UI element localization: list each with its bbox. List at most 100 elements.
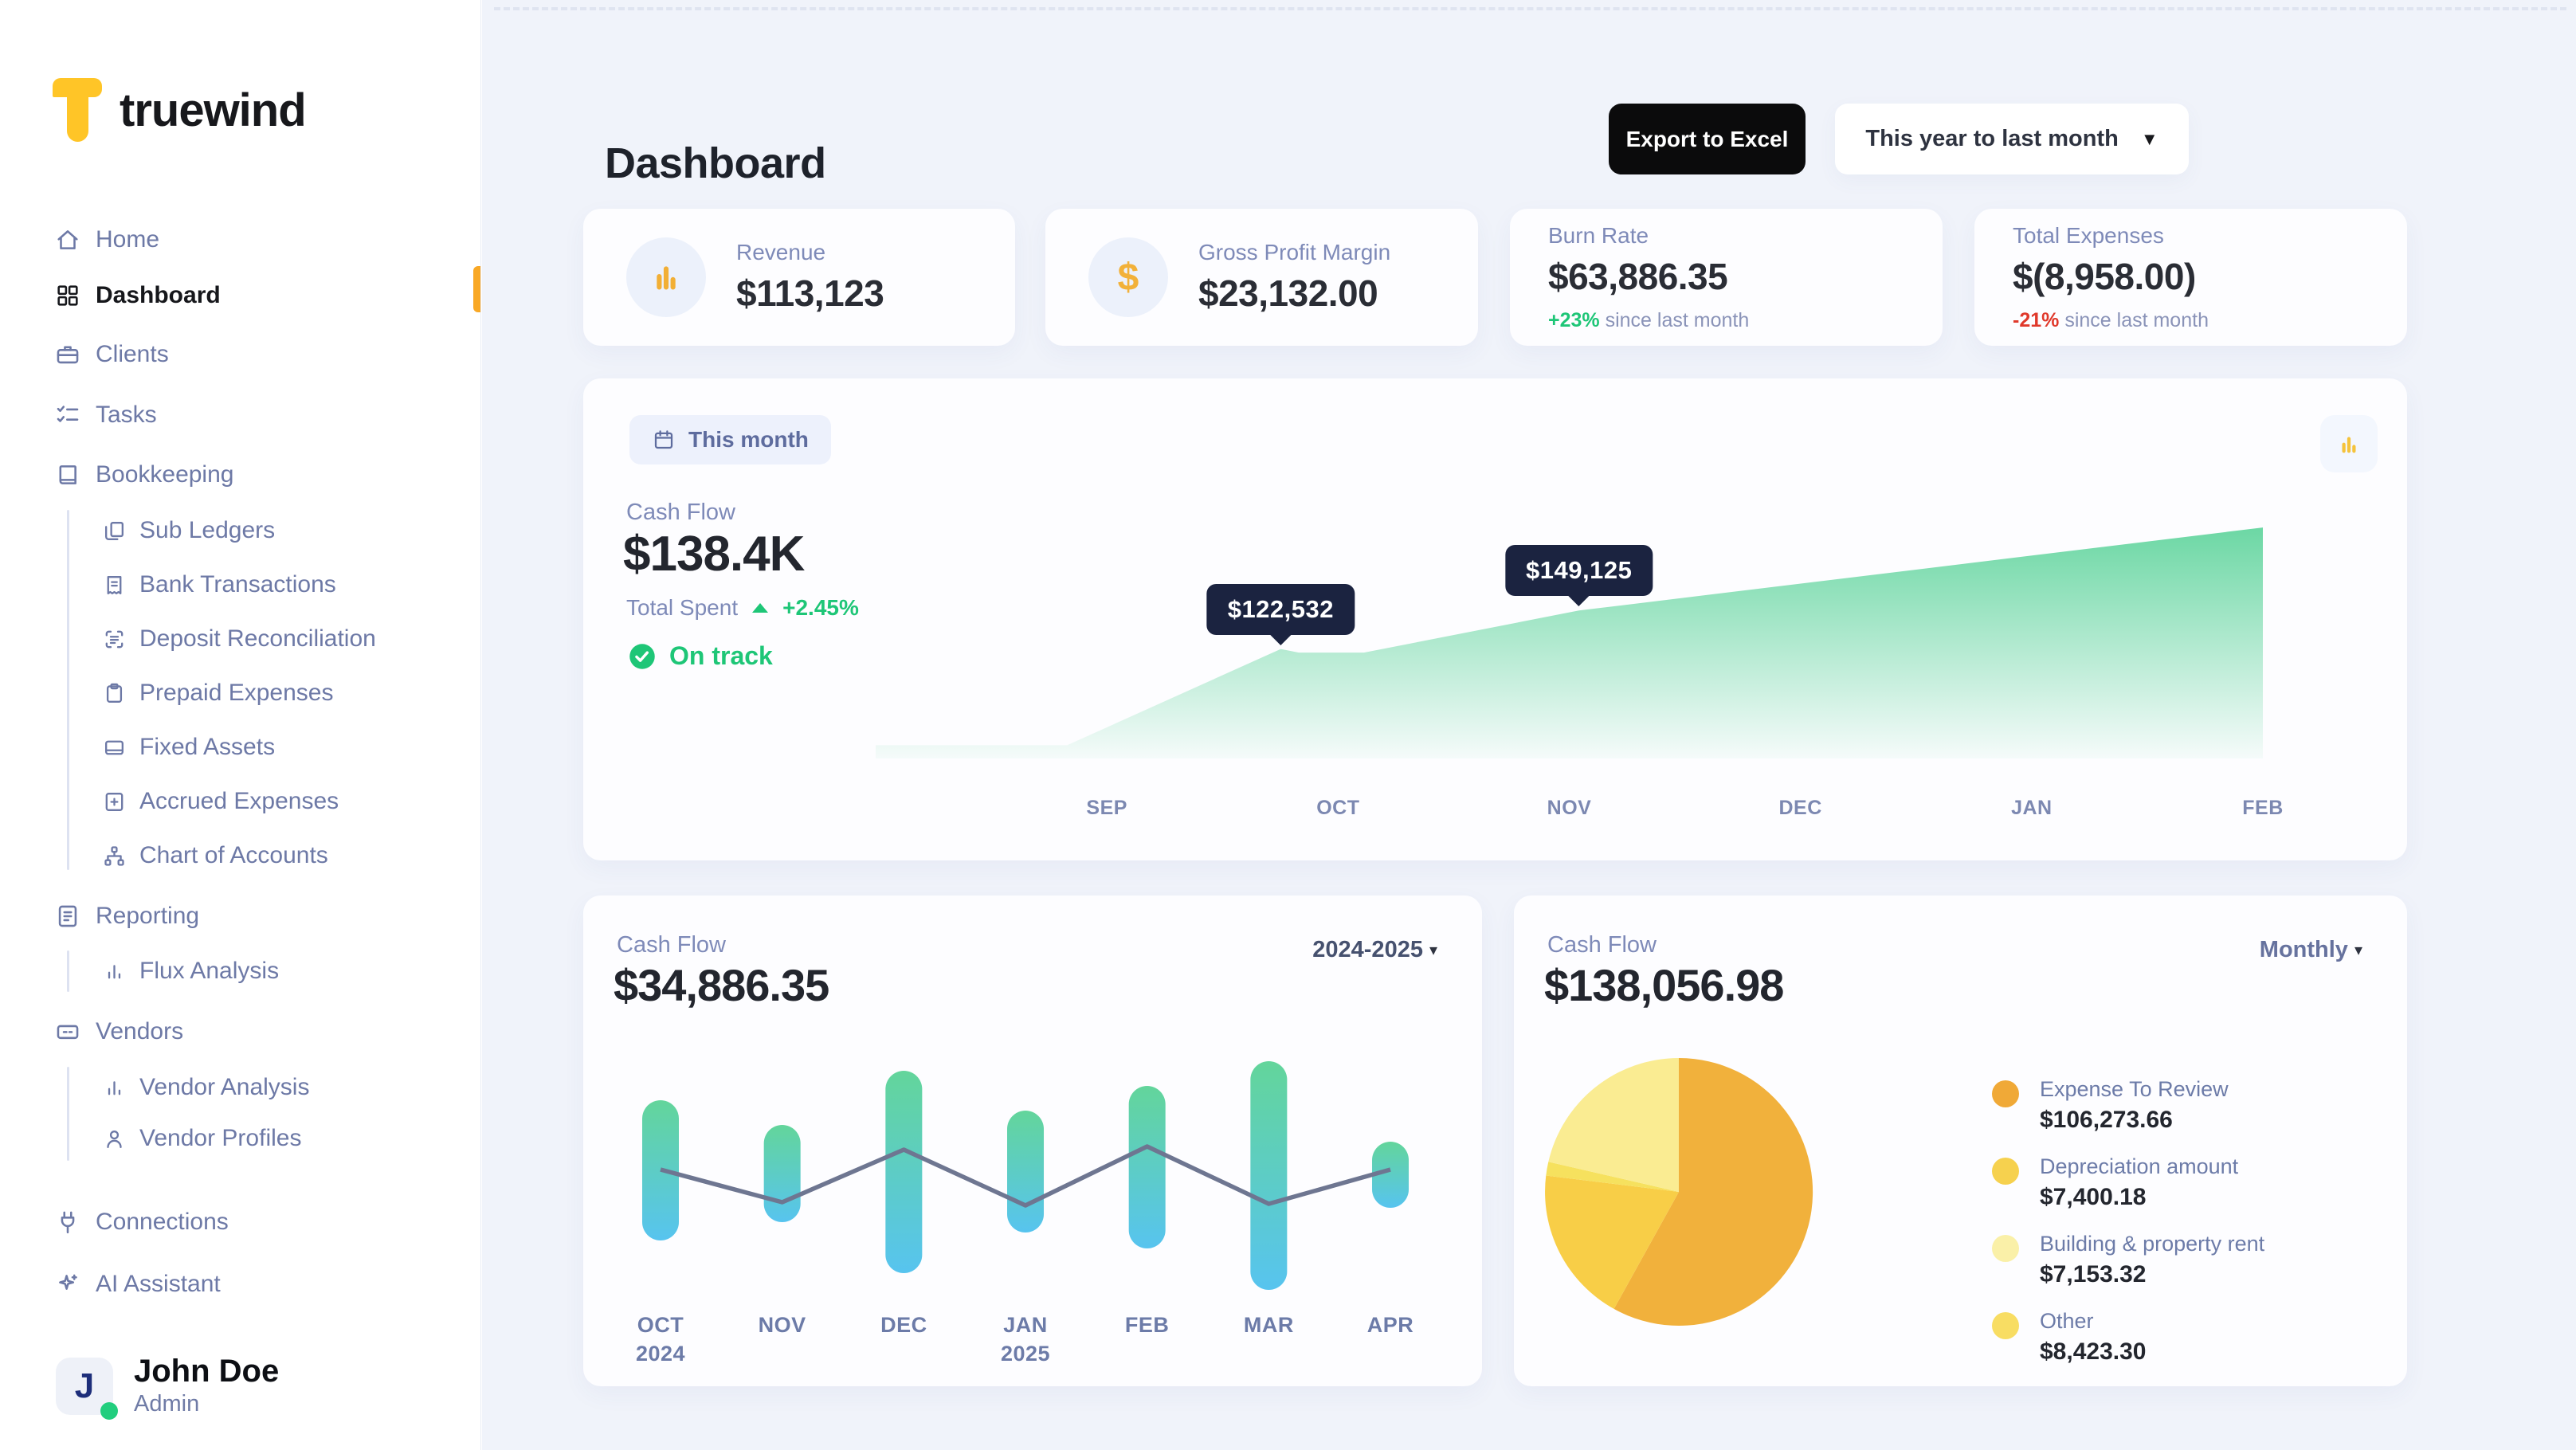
sidebar-item-prepaid-expenses[interactable]: Prepaid Expenses: [0, 674, 480, 712]
user-profile[interactable]: J John Doe Admin: [56, 1354, 279, 1420]
brand-logo[interactable]: truewind: [53, 76, 307, 143]
chart-of-accounts-icon: [102, 844, 127, 868]
sidebar-item-label: Clients: [96, 341, 169, 367]
cash-flow-value: $138.4K: [623, 527, 805, 582]
pie-chart[interactable]: [1543, 1056, 1814, 1327]
sidebar-item-vendor-analysis[interactable]: Vendor Analysis: [0, 1068, 480, 1107]
nav-group-line-vendors: [67, 1067, 69, 1161]
cash-flow-label: Cash Flow: [626, 500, 735, 525]
chevron-down-icon: ▼: [2140, 128, 2158, 149]
interval-dropdown[interactable]: Monthly ▾: [2260, 937, 2362, 963]
sidebar-item-label: Bank Transactions: [139, 571, 336, 598]
x-axis-label-sep: SEP: [1086, 797, 1127, 819]
stat-card-total-expenses[interactable]: Total Expenses $(8,958.00) -21% since la…: [1974, 209, 2407, 346]
legend-value: $7,153.32: [2040, 1261, 2147, 1287]
stat-value: $113,123: [736, 272, 884, 314]
sidebar-item-reporting[interactable]: Reporting: [0, 897, 480, 935]
pie-slice-expense-to-review[interactable]: [1613, 1058, 1813, 1326]
year-range-dropdown[interactable]: 2024-2025 ▾: [1312, 937, 1437, 963]
page-title: Dashboard: [605, 139, 826, 188]
legend-dot: [1992, 1312, 2019, 1339]
x-axis-label-nov: NOV: [1547, 797, 1592, 819]
stat-card-revenue[interactable]: Revenue $113,123: [583, 209, 1015, 346]
bar-feb[interactable]: [1128, 1086, 1166, 1248]
legend-dot: [1992, 1158, 2019, 1185]
bookkeeping-icon: [54, 461, 81, 488]
sidebar-item-accrued-expenses[interactable]: Accrued Expenses: [0, 782, 480, 821]
home-icon: [54, 226, 81, 253]
sidebar-item-label: Vendors: [96, 1018, 184, 1044]
date-range-value: This year to last month: [1865, 126, 2119, 151]
x-axis-label-feb: FEB: [2242, 797, 2284, 819]
truewind-logo-icon: [53, 76, 104, 143]
triangle-up-icon: [752, 603, 769, 613]
pie-slice-building-property-rent[interactable]: [1548, 1058, 1679, 1192]
chart-type-button[interactable]: [2320, 415, 2378, 472]
sidebar-item-connections[interactable]: Connections: [0, 1203, 480, 1241]
sidebar: truewind Home Dashboard Clients Tasks Bookke…: [0, 0, 481, 1450]
sidebar-item-ai-assistant[interactable]: AI Assistant: [0, 1265, 480, 1303]
sidebar-item-clients[interactable]: Clients: [0, 335, 480, 374]
top-dashed-border: [494, 7, 2566, 10]
sidebar-item-bookkeeping[interactable]: Bookkeeping: [0, 456, 480, 494]
legend-label: Other: [2040, 1309, 2094, 1333]
sidebar-item-fixed-assets[interactable]: Fixed Assets: [0, 728, 480, 766]
sidebar-item-tasks[interactable]: Tasks: [0, 396, 480, 434]
sidebar-item-home[interactable]: Home: [0, 221, 480, 259]
chart-tooltip: $122,532: [1206, 583, 1355, 635]
legend-dot: [1992, 1080, 2019, 1107]
avatar-initial: J: [74, 1366, 95, 1405]
legend-item-other[interactable]: Other $8,423.30: [1992, 1309, 2264, 1366]
x-axis-label-nov: NOV: [759, 1313, 806, 1337]
brand-name: truewind: [120, 84, 307, 136]
sidebar-item-label: Vendor Profiles: [139, 1125, 302, 1151]
bar-line-chart[interactable]: OCT NOV DEC JAN FEB MAR APR 2024 2025: [615, 1052, 1444, 1362]
on-track-status: On track: [628, 641, 773, 671]
pie-slice-other[interactable]: [1545, 1175, 1679, 1309]
sidebar-item-bank-transactions[interactable]: Bank Transactions: [0, 566, 480, 604]
sidebar-item-label: Reporting: [96, 903, 200, 929]
sidebar-item-chart-of-accounts[interactable]: Chart of Accounts: [0, 837, 480, 875]
chevron-down-icon: ▾: [2354, 942, 2362, 959]
sidebar-item-deposit-reconciliation[interactable]: Deposit Reconciliation: [0, 620, 480, 658]
sidebar-item-label: AI Assistant: [96, 1271, 221, 1297]
bar-apr[interactable]: [1372, 1142, 1410, 1208]
pie-slice-depreciation-amount[interactable]: [1546, 1162, 1679, 1192]
trend-line: [660, 1144, 1391, 1208]
sidebar-item-sub-ledgers[interactable]: Sub Ledgers: [0, 511, 480, 550]
date-range-dropdown[interactable]: This year to last month ▼: [1835, 104, 2189, 174]
legend-value: $7,400.18: [2040, 1184, 2147, 1210]
stat-delta: +23%: [1548, 308, 1600, 331]
bar-dec[interactable]: [885, 1071, 923, 1273]
active-item-indicator: [473, 266, 480, 312]
area-series: [876, 527, 2263, 758]
sidebar-item-label: Prepaid Expenses: [139, 680, 334, 706]
legend-item-depreciation-amount[interactable]: Depreciation amount $7,400.18: [1992, 1154, 2264, 1211]
export-to-excel-button[interactable]: Export to Excel: [1609, 104, 1806, 174]
sidebar-item-dashboard[interactable]: Dashboard: [0, 276, 480, 315]
sidebar-item-label: Sub Ledgers: [139, 517, 276, 543]
x-axis-label-jan: JAN: [1003, 1313, 1048, 1337]
flux-analysis-icon: [102, 959, 127, 984]
bar-nov[interactable]: [763, 1125, 801, 1222]
legend-value: $8,423.30: [2040, 1338, 2147, 1365]
stat-card-burn-rate[interactable]: Burn Rate $63,886.35 +23% since last mon…: [1510, 209, 1943, 346]
card-label: Cash Flow: [1547, 932, 1657, 958]
legend-item-expense-to-review[interactable]: Expense To Review $106,273.66: [1992, 1077, 2264, 1134]
period-pill[interactable]: This month: [629, 415, 831, 464]
nav-group-line-reporting: [67, 950, 69, 992]
bar-jan[interactable]: [1007, 1111, 1045, 1232]
reporting-icon: [54, 903, 81, 930]
legend-label: Expense To Review: [2040, 1077, 2229, 1101]
year-range-value: 2024-2025: [1312, 937, 1423, 962]
stat-label: Burn Rate: [1548, 222, 1649, 248]
stat-card-gross-profit-margin[interactable]: $ Gross Profit Margin $23,132.00: [1045, 209, 1478, 346]
legend-item-building-property-rent[interactable]: Building & property rent $7,153.32: [1992, 1232, 2264, 1288]
area-chart[interactable]: SEP OCT NOV DEC JAN FEB $122,532 $149,125: [876, 518, 2283, 819]
sidebar-item-vendors[interactable]: Vendors: [0, 1013, 480, 1051]
bar-mar[interactable]: [1250, 1061, 1288, 1290]
sidebar-item-label: Accrued Expenses: [139, 788, 339, 814]
sidebar-item-flux-analysis[interactable]: Flux Analysis: [0, 952, 480, 990]
sidebar-item-vendor-profiles[interactable]: Vendor Profiles: [0, 1119, 480, 1158]
sidebar-item-label: Vendor Analysis: [139, 1074, 310, 1100]
